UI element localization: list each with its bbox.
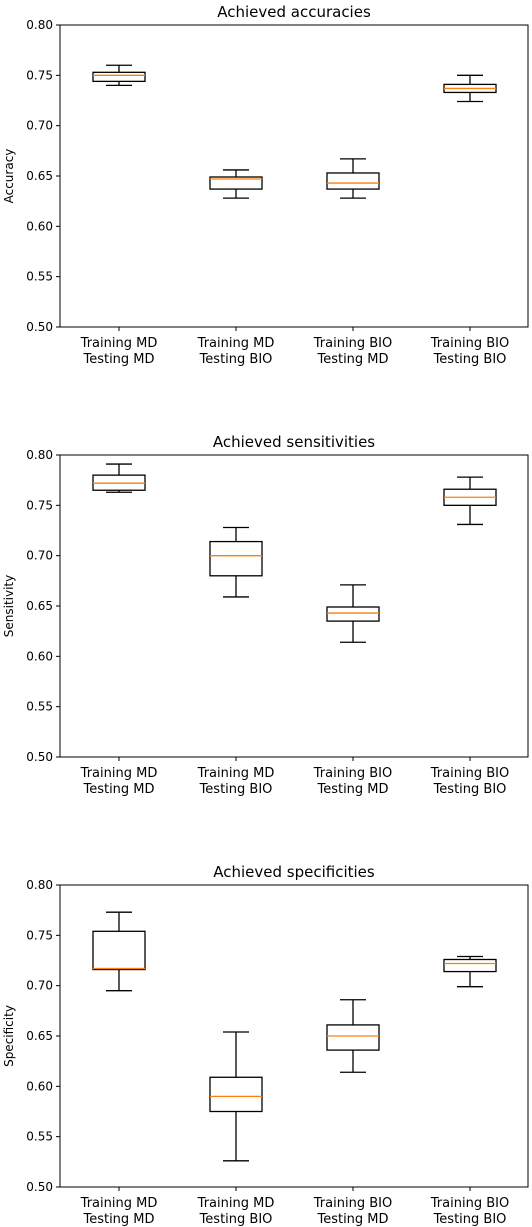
x-tick-label: Testing MD [316, 782, 388, 797]
y-tick-label: 0.60 [26, 219, 53, 233]
y-tick-label: 0.50 [26, 750, 53, 764]
y-tick-label: 0.55 [26, 1130, 53, 1144]
box-iqr [326, 606, 380, 622]
box-1 [92, 911, 146, 992]
chart-panel-3: Achieved specificities Specificity 0.50 0.5… [2, 863, 529, 1227]
y-tick-label: 0.65 [26, 599, 53, 613]
y-tick-label: 0.75 [26, 928, 53, 942]
box-iqr [209, 540, 263, 577]
y-tick-label: 0.60 [26, 1079, 53, 1093]
x-tick-label: Testing BIO [199, 782, 273, 797]
box-iqr [209, 1076, 263, 1113]
y-axis-label: Sensitivity [2, 575, 16, 637]
y-tick-label: 0.55 [26, 270, 53, 284]
box-iqr [326, 172, 380, 190]
x-tick-label: Training BIO [313, 336, 392, 351]
y-tick-label: 0.50 [26, 1180, 53, 1194]
y-tick-label: 0.65 [26, 1029, 53, 1043]
y-tick-label: 0.80 [26, 448, 53, 462]
plot-frame [59, 884, 529, 1188]
y-tick-label: 0.70 [26, 979, 53, 993]
x-tick-label: Training MD [80, 1196, 158, 1211]
plot-frame [59, 24, 529, 328]
y-tick-label: 0.55 [26, 700, 53, 714]
x-tick-label: Training BIO [430, 766, 509, 781]
x-tick-label: Training BIO [430, 1196, 509, 1211]
y-tick-label: 0.50 [26, 320, 53, 334]
box-iqr [443, 958, 497, 973]
x-tick-label: Testing BIO [433, 782, 507, 797]
box-4 [443, 476, 497, 526]
chart-title: Achieved specificities [213, 863, 375, 881]
box-4 [443, 74, 497, 103]
y-tick-label: 0.75 [26, 498, 53, 512]
x-tick-label: Training MD [80, 766, 158, 781]
y-tick-label: 0.70 [26, 119, 53, 133]
box-iqr [326, 1024, 380, 1051]
box-2 [209, 1031, 263, 1162]
y-axis-label: Accuracy [2, 149, 16, 204]
y-axis-label: Specificity [2, 1005, 16, 1067]
box-iqr [209, 176, 263, 190]
x-tick-label: Training MD [80, 336, 158, 351]
y-tick-label: 0.60 [26, 649, 53, 663]
x-tick-label: Testing BIO [199, 1212, 273, 1227]
x-tick-label: Testing BIO [199, 352, 273, 367]
x-tick-label: Training MD [197, 766, 275, 781]
box-iqr [92, 930, 146, 971]
box-2 [209, 526, 263, 598]
x-tick-label: Testing BIO [433, 1212, 507, 1227]
x-tick-label: Training MD [197, 1196, 275, 1211]
box-4 [443, 955, 497, 988]
chart-panel-1: Achieved accuracies Accuracy 0.50 0.55 0.60 0… [2, 3, 529, 367]
box-3 [326, 584, 380, 643]
x-tick-label: Testing MD [82, 352, 154, 367]
y-tick-label: 0.80 [26, 878, 53, 892]
x-tick-label: Testing BIO [433, 352, 507, 367]
y-tick-label: 0.75 [26, 68, 53, 82]
box-2 [209, 169, 263, 199]
chart-title: Achieved accuracies [217, 3, 371, 21]
x-tick-label: Training BIO [313, 1196, 392, 1211]
y-tick-label: 0.80 [26, 18, 53, 32]
x-tick-label: Testing MD [316, 1212, 388, 1227]
y-tick-label: 0.70 [26, 549, 53, 563]
box-1 [92, 64, 146, 87]
x-tick-label: Testing MD [82, 782, 154, 797]
x-tick-label: Testing MD [316, 352, 388, 367]
box-3 [326, 158, 380, 199]
x-tick-label: Training MD [197, 336, 275, 351]
plot-frame [59, 454, 529, 758]
box-iqr [92, 71, 146, 83]
chart-title: Achieved sensitivities [213, 433, 375, 451]
x-tick-label: Training BIO [430, 336, 509, 351]
chart-panel-2: Achieved sensitivities Sensitivity 0.50 0.5… [2, 433, 529, 797]
x-tick-label: Testing MD [82, 1212, 154, 1227]
box-3 [326, 999, 380, 1073]
y-tick-label: 0.65 [26, 169, 53, 183]
x-tick-label: Training BIO [313, 766, 392, 781]
box-1 [92, 463, 146, 493]
